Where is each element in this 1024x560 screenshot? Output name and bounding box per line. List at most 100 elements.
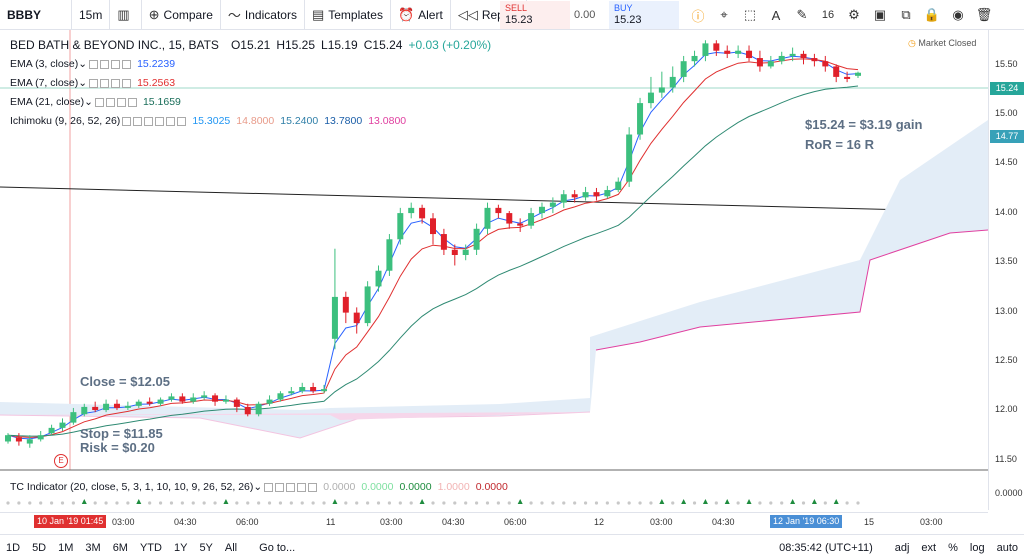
ichimoku-legend[interactable]: Ichimoku (9, 26, 52, 26) 15.3025 14.8000…	[10, 115, 407, 127]
gear-icon[interactable]: ⚙	[848, 7, 860, 22]
candle	[767, 61, 774, 67]
compare-button[interactable]: ⊕ Compare	[142, 0, 221, 30]
info-icon[interactable]: ⓘ	[691, 8, 705, 24]
tc-signal	[311, 501, 315, 505]
candle	[321, 389, 328, 392]
tc-signal	[344, 501, 348, 505]
candle	[190, 397, 197, 402]
entry-marker[interactable]: E	[54, 454, 68, 468]
ema21-legend[interactable]: EMA (21, close) ⌄ 15.1659	[10, 96, 181, 108]
range-6m[interactable]: 6M	[112, 541, 128, 554]
candle	[168, 396, 175, 400]
tc-signal	[453, 501, 457, 505]
pencil-icon[interactable]: ✎	[796, 7, 808, 22]
tc-signal	[17, 501, 21, 505]
tc-signal	[801, 501, 806, 505]
candle	[855, 72, 861, 76]
close-value: C15.24	[363, 38, 403, 52]
goto-button[interactable]: Go to...	[259, 541, 296, 554]
tc-signal	[833, 499, 839, 504]
interval-button[interactable]: 15m	[72, 0, 111, 30]
range-3m[interactable]: 3M	[85, 541, 101, 554]
tc-signal	[562, 501, 566, 505]
range-1y[interactable]: 1Y	[173, 541, 188, 554]
font-size-select[interactable]: 16	[821, 9, 835, 21]
candle	[135, 401, 142, 406]
tc-signal	[169, 501, 174, 505]
selection-icon[interactable]: ⬚	[743, 7, 757, 22]
trash-icon[interactable]: 🗑	[975, 7, 993, 22]
range-ytd[interactable]: YTD	[139, 541, 162, 554]
percent-toggle[interactable]: %	[948, 541, 958, 554]
layout-icon[interactable]: ▣	[873, 7, 887, 22]
tc-signal	[474, 501, 479, 505]
candle	[593, 192, 600, 197]
trend-line	[0, 186, 988, 213]
templates-icon: ▤	[311, 6, 325, 22]
tc-signal	[191, 501, 195, 505]
candle	[571, 194, 578, 198]
price-axis[interactable]: 15.50 15.00 14.50 14.00 13.50 13.00 12.5…	[988, 30, 1024, 510]
candle	[331, 296, 338, 339]
range-5y[interactable]: 5Y	[199, 541, 213, 554]
candle	[495, 207, 502, 214]
senkou-b-line-right	[595, 229, 988, 351]
candle	[386, 239, 393, 271]
candle	[146, 401, 153, 404]
candle	[103, 403, 110, 411]
range-all[interactable]: All	[224, 541, 238, 554]
bar-style-button[interactable]: ▥	[110, 0, 142, 30]
time-axis[interactable]: 10 Jan '19 01:45 12 Jan '19 06:30 03:00 …	[0, 512, 988, 530]
auto-toggle[interactable]: auto	[996, 541, 1018, 554]
eye-icon[interactable]: ◉	[952, 7, 964, 22]
text-icon[interactable]: A	[771, 7, 781, 23]
tc-signal	[71, 501, 75, 505]
tc-signal	[769, 501, 773, 505]
lock-icon[interactable]: 🔒	[923, 7, 941, 22]
tc-signal	[267, 501, 272, 505]
chart-legend: BED BATH & BEYOND INC., 15, BATS O15.21 …	[10, 38, 491, 52]
tc-signal	[28, 501, 32, 505]
candle	[5, 435, 11, 442]
candle	[789, 53, 796, 56]
ema7-legend[interactable]: EMA (7, close) ⌄ 15.2563	[10, 77, 176, 89]
candle	[15, 437, 22, 442]
candle	[778, 55, 785, 62]
candle	[626, 134, 633, 182]
tc-signal	[289, 501, 293, 505]
ext-toggle[interactable]: ext	[921, 541, 937, 554]
tc-signal	[780, 501, 784, 505]
copy-icon[interactable]: ⧉	[901, 7, 911, 22]
ema21-line	[7, 85, 859, 437]
buy-button[interactable]: BUY 15.23	[609, 1, 679, 29]
tc-signal	[496, 501, 500, 505]
spread-value: 0.00	[574, 9, 596, 21]
range-5d[interactable]: 5D	[32, 541, 47, 554]
templates-button[interactable]: ▤ Templates	[305, 0, 391, 30]
alert-button[interactable]: ⏰ Alert	[391, 0, 451, 30]
candle	[59, 422, 66, 428]
ema3-legend[interactable]: EMA (3, close) ⌄ 15.2239	[10, 58, 176, 70]
plus-circle-icon: ⊕	[148, 6, 160, 22]
indicators-button[interactable]: 〜 Indicators	[221, 0, 305, 30]
tc-signal	[790, 499, 796, 504]
risk-annotation: Risk = $0.20	[80, 440, 155, 455]
candle	[724, 50, 731, 54]
candle	[538, 206, 545, 214]
ema7-line	[7, 58, 859, 438]
crosshair-icon[interactable]: ⌖	[720, 7, 728, 22]
range-1m[interactable]: 1M	[58, 541, 74, 554]
price-chart[interactable]	[0, 30, 988, 510]
sell-button[interactable]: SELL 15.23	[500, 1, 570, 29]
tc-signal	[180, 501, 184, 505]
tc-signal	[736, 501, 740, 505]
tc-signal	[638, 501, 642, 505]
range-1d[interactable]: 1D	[6, 541, 21, 554]
tc-indicator-legend[interactable]: TC Indicator (20, close, 5, 3, 1, 10, 10…	[10, 481, 508, 493]
tc-signal	[398, 501, 402, 505]
end-date-label: 12 Jan '19 06:30	[770, 515, 842, 528]
adj-toggle[interactable]: adj	[894, 541, 910, 554]
symbol-input[interactable]: BBBY	[0, 0, 72, 30]
log-toggle[interactable]: log	[969, 541, 985, 554]
candle	[549, 202, 556, 207]
